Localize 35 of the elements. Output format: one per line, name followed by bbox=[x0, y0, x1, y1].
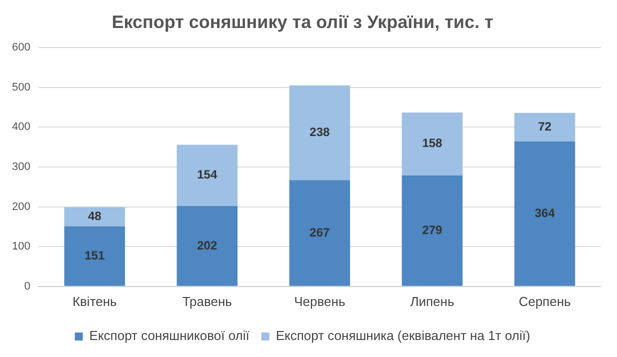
y-tick-label: 300 bbox=[12, 161, 30, 174]
bar bbox=[402, 175, 463, 286]
data-label: 202 bbox=[197, 238, 218, 252]
bar bbox=[64, 226, 125, 286]
bar bbox=[176, 144, 238, 206]
bar bbox=[289, 180, 350, 286]
data-label: 72 bbox=[538, 120, 552, 134]
y-tick-label: 500 bbox=[12, 81, 30, 94]
data-label: 364 bbox=[534, 206, 556, 220]
x-tick-label: Липень bbox=[410, 294, 454, 309]
bar bbox=[402, 112, 463, 176]
x-tick-label: Травень bbox=[182, 294, 232, 309]
data-label: 158 bbox=[422, 136, 443, 150]
y-tick-label: 600 bbox=[12, 42, 30, 54]
data-label: 151 bbox=[84, 248, 105, 262]
y-tick-label: 400 bbox=[12, 121, 30, 134]
data-label: 48 bbox=[88, 209, 102, 224]
data-label: 267 bbox=[310, 225, 330, 240]
bar bbox=[64, 207, 125, 226]
chart-title: Експорт соняшнику та олії з України, тис. т bbox=[112, 12, 494, 32]
x-tick-label: Червень bbox=[294, 294, 346, 309]
bar bbox=[514, 112, 576, 142]
data-label: 238 bbox=[310, 125, 330, 140]
bar bbox=[289, 85, 350, 180]
bar bbox=[176, 206, 238, 286]
x-tick-label: Серпень bbox=[518, 294, 571, 309]
legend-label: Експорт соняшникової олії bbox=[89, 328, 250, 344]
y-tick-label: 100 bbox=[12, 240, 30, 253]
legend-label: Експорт соняшника (еквівалент на 1т олії) bbox=[276, 328, 530, 344]
data-label: 279 bbox=[422, 222, 443, 237]
data-label: 154 bbox=[197, 168, 218, 182]
bar bbox=[514, 142, 576, 286]
y-tick-label: 200 bbox=[12, 200, 30, 213]
y-tick-label: 0 bbox=[24, 280, 30, 292]
x-tick-label: Квітень bbox=[72, 294, 118, 309]
